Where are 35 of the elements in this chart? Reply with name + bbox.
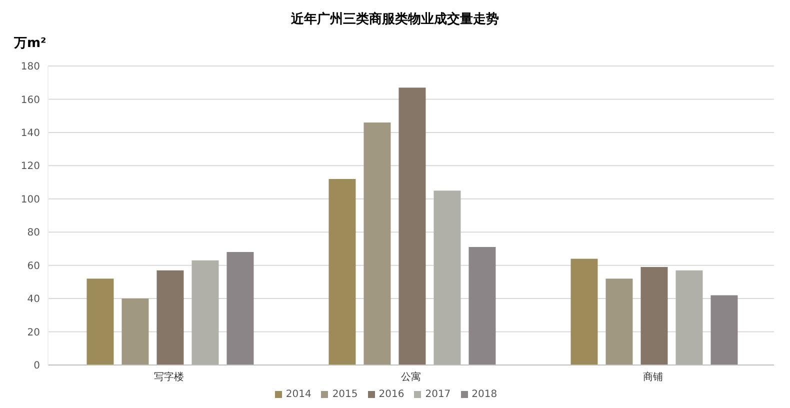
y-tick-label: 40 — [27, 294, 40, 306]
y-tick-label: 0 — [34, 360, 40, 372]
legend-label: 2016 — [378, 389, 404, 400]
y-tick-label: 80 — [27, 228, 40, 239]
legend-label: 2017 — [425, 389, 451, 400]
y-axis-title: 万m² — [14, 35, 46, 52]
y-tick-label: 20 — [27, 327, 40, 338]
bar — [434, 190, 461, 365]
bar — [122, 298, 149, 365]
bar — [640, 266, 668, 365]
legend-label: 2018 — [472, 389, 498, 400]
bar — [570, 258, 598, 365]
bar — [398, 88, 426, 365]
bar — [192, 260, 219, 365]
x-tick-label: 公寓 — [401, 371, 421, 384]
bar — [86, 278, 114, 365]
bar — [468, 247, 496, 365]
bar — [226, 252, 254, 365]
chart-title: 近年广州三类商服类物业成交量走势 — [290, 10, 500, 28]
legend-label: 2014 — [286, 389, 312, 400]
y-tick-label: 140 — [20, 128, 40, 139]
bar — [364, 122, 391, 365]
x-tick-label: 写字楼 — [154, 371, 184, 384]
x-tick-label: 商铺 — [643, 371, 663, 384]
bar — [676, 270, 703, 365]
legend-label: 2015 — [332, 389, 358, 400]
y-tick-label: 180 — [20, 62, 40, 73]
y-tick-label: 60 — [27, 260, 40, 272]
bar — [156, 270, 184, 365]
bar — [328, 178, 356, 365]
bar — [606, 278, 633, 365]
y-tick-label: 120 — [20, 161, 40, 172]
y-tick-label: 100 — [20, 194, 40, 206]
y-tick-label: 160 — [20, 94, 40, 106]
bar — [710, 295, 738, 365]
